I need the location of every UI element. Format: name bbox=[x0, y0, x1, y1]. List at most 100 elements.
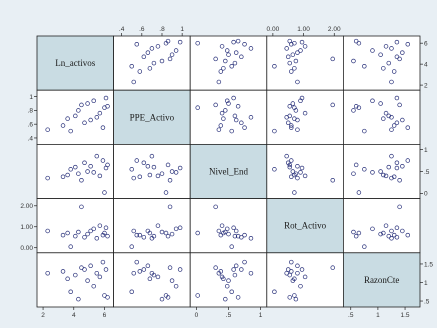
y-tick-label: 2 bbox=[424, 82, 428, 89]
data-point bbox=[330, 178, 335, 183]
data-point bbox=[400, 228, 405, 234]
data-point bbox=[129, 244, 134, 249]
data-point bbox=[292, 105, 297, 110]
scatter-panel-4-2 bbox=[189, 252, 268, 308]
data-point bbox=[94, 270, 100, 276]
data-point bbox=[68, 244, 73, 249]
data-point bbox=[378, 231, 383, 237]
data-point bbox=[88, 263, 93, 269]
data-point bbox=[195, 105, 200, 110]
x-tick-label: 1.00 bbox=[297, 26, 310, 33]
data-point bbox=[105, 233, 110, 239]
y-tick-label: 4 bbox=[424, 61, 428, 68]
data-point bbox=[394, 225, 400, 231]
data-point bbox=[91, 226, 96, 232]
scatter-panel-3-0 bbox=[36, 198, 114, 254]
data-point bbox=[289, 259, 294, 265]
scatter-panel-2-1 bbox=[113, 143, 191, 199]
data-point bbox=[383, 173, 389, 179]
data-point bbox=[235, 38, 241, 44]
data-point bbox=[103, 225, 109, 231]
data-point bbox=[73, 233, 78, 239]
data-point bbox=[330, 265, 335, 270]
data-point bbox=[356, 190, 362, 195]
data-point bbox=[131, 175, 137, 181]
data-point bbox=[91, 98, 96, 104]
data-point bbox=[145, 263, 151, 269]
data-point bbox=[100, 125, 106, 130]
data-point bbox=[73, 113, 78, 119]
data-point bbox=[272, 167, 277, 172]
data-point bbox=[351, 171, 356, 176]
data-point bbox=[292, 66, 297, 71]
data-point bbox=[163, 190, 169, 195]
data-point bbox=[73, 164, 78, 170]
x-tick-label: 6 bbox=[103, 312, 107, 319]
data-point bbox=[149, 153, 155, 159]
data-point bbox=[173, 283, 179, 289]
data-point bbox=[149, 46, 155, 51]
data-point bbox=[97, 110, 103, 116]
data-point bbox=[351, 229, 356, 235]
data-point bbox=[298, 283, 303, 289]
x-tick-label: .5 bbox=[348, 312, 354, 319]
data-point bbox=[290, 278, 296, 283]
data-point bbox=[287, 295, 293, 300]
data-point bbox=[370, 170, 375, 175]
data-point bbox=[82, 120, 87, 126]
data-point bbox=[85, 169, 90, 174]
data-point bbox=[386, 113, 392, 119]
data-point bbox=[248, 115, 254, 120]
data-point bbox=[233, 117, 239, 123]
data-point bbox=[167, 265, 173, 270]
data-point bbox=[219, 44, 225, 49]
data-point bbox=[147, 66, 153, 71]
data-point bbox=[223, 108, 228, 113]
data-point bbox=[137, 232, 143, 238]
data-point bbox=[295, 270, 300, 276]
data-point bbox=[134, 158, 140, 163]
data-point bbox=[76, 229, 81, 235]
data-point bbox=[85, 231, 90, 237]
data-point bbox=[147, 276, 153, 282]
diagonal-panel-ln-activos bbox=[36, 35, 114, 91]
data-point bbox=[177, 267, 183, 272]
scatter-panel-1-3 bbox=[266, 89, 344, 145]
data-point bbox=[218, 269, 224, 274]
data-point bbox=[394, 160, 400, 165]
data-point bbox=[65, 172, 70, 178]
data-point bbox=[302, 110, 308, 116]
data-point bbox=[218, 123, 224, 128]
data-point bbox=[353, 233, 359, 239]
data-point bbox=[386, 164, 392, 170]
data-point bbox=[298, 48, 303, 53]
data-point bbox=[65, 230, 70, 236]
data-point bbox=[287, 162, 293, 168]
data-point bbox=[85, 101, 90, 106]
data-point bbox=[351, 58, 356, 64]
data-point bbox=[169, 231, 175, 237]
scatter-panel-1-2 bbox=[189, 89, 268, 145]
data-point bbox=[284, 115, 289, 120]
data-point bbox=[223, 229, 228, 235]
data-point bbox=[381, 172, 386, 178]
data-point bbox=[248, 46, 254, 51]
data-point bbox=[272, 128, 277, 134]
data-point bbox=[216, 228, 222, 234]
data-point bbox=[131, 270, 137, 276]
data-point bbox=[177, 39, 183, 45]
data-point bbox=[147, 172, 153, 178]
data-point bbox=[76, 171, 81, 176]
data-point bbox=[151, 60, 157, 66]
data-point bbox=[330, 56, 335, 62]
data-point bbox=[232, 233, 238, 239]
x-tick-label: 2 bbox=[41, 312, 45, 319]
data-point bbox=[82, 267, 87, 272]
y-tick-label: 2.00 bbox=[20, 203, 33, 210]
data-point bbox=[370, 226, 375, 232]
data-point bbox=[165, 295, 171, 300]
data-point bbox=[289, 158, 294, 163]
data-point bbox=[242, 259, 247, 265]
variable-label: Rot_Activo bbox=[284, 221, 326, 231]
data-point bbox=[383, 110, 389, 116]
